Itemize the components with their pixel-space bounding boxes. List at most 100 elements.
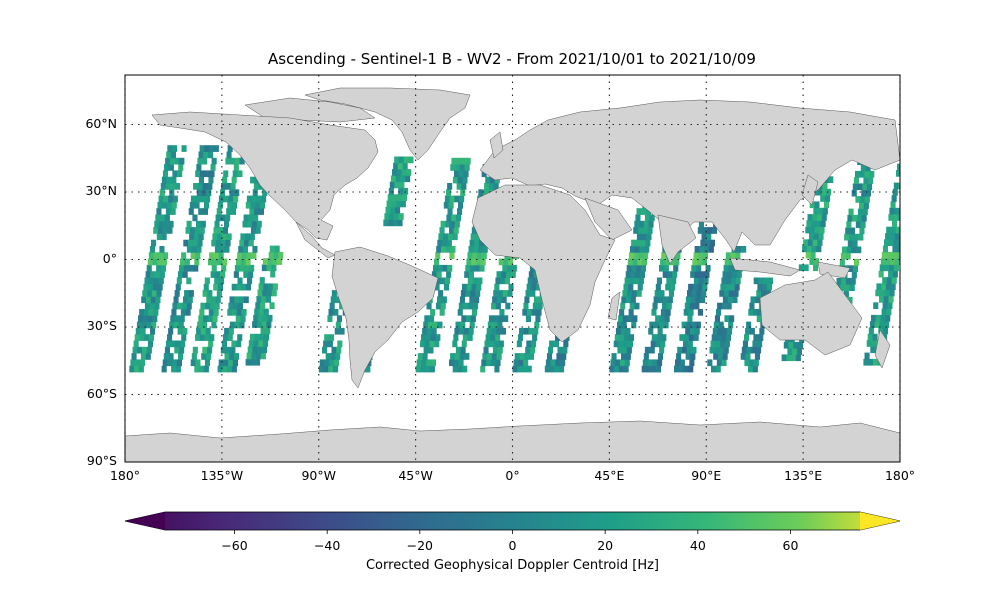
data-cell: [688, 334, 694, 341]
data-cell: [498, 340, 504, 348]
data-cell: [484, 183, 490, 190]
data-cell: [638, 227, 644, 234]
data-cell: [627, 258, 633, 266]
data-cell: [523, 302, 529, 310]
data-cell: [148, 252, 154, 259]
data-cell: [749, 327, 755, 335]
data-cell: [507, 264, 513, 272]
data-cell: [912, 157, 917, 164]
data-cell: [437, 296, 443, 304]
data-cell: [756, 346, 762, 354]
data-cell: [329, 359, 335, 367]
data-cell: [229, 189, 235, 196]
data-cell: [533, 327, 539, 335]
data-cell: [391, 200, 397, 208]
data-cell: [846, 221, 852, 228]
data-cell: [758, 334, 764, 341]
data-cell: [163, 195, 169, 203]
data-cell: [447, 183, 453, 190]
data-cell: [867, 183, 873, 191]
data-cell: [719, 290, 725, 297]
latitude-label: 60°S: [86, 385, 117, 401]
data-cell: [234, 321, 240, 329]
data-cell: [893, 239, 899, 246]
data-cell: [486, 327, 492, 335]
data-cell: [810, 251, 816, 259]
data-cell: [665, 283, 671, 291]
data-cell: [401, 169, 407, 176]
data-cell: [648, 327, 654, 335]
data-cell: [195, 252, 201, 259]
data-cell: [707, 227, 713, 234]
data-cell: [745, 327, 751, 335]
data-cell: [491, 353, 497, 360]
data-cell: [198, 208, 204, 215]
data-cell: [443, 233, 449, 241]
data-cell: [724, 290, 730, 297]
data-cell: [812, 214, 818, 221]
data-cell: [893, 264, 899, 272]
data-cell: [537, 302, 543, 310]
data-cell: [428, 346, 434, 354]
data-cell: [851, 246, 857, 254]
data-cell: [748, 309, 754, 316]
colorbar-tick-label: 40: [689, 538, 706, 553]
data-cell: [822, 207, 828, 215]
data-cell: [699, 271, 705, 278]
data-cell: [156, 208, 162, 215]
data-cell: [236, 258, 242, 266]
data-cell: [215, 296, 221, 304]
data-cell: [469, 321, 475, 329]
data-cell: [630, 271, 636, 278]
longitude-label: 0°: [505, 468, 520, 483]
data-cell: [510, 271, 516, 278]
data-cell: [485, 176, 491, 184]
data-cell: [634, 302, 640, 310]
data-cell: [892, 188, 898, 196]
data-cell: [396, 200, 402, 208]
data-cell: [815, 220, 821, 227]
data-cell: [438, 233, 444, 241]
data-cell: [199, 334, 205, 341]
data-cell: [496, 327, 502, 335]
data-cell: [181, 334, 187, 341]
data-cell: [554, 365, 560, 373]
data-cell: [633, 227, 639, 234]
data-cell: [561, 353, 567, 360]
data-cell: [249, 233, 255, 241]
data-cell: [630, 246, 636, 253]
data-cell: [864, 352, 870, 360]
data-cell: [897, 214, 900, 221]
data-cell: [272, 258, 278, 265]
data-cell: [454, 195, 460, 203]
data-cell: [485, 334, 491, 341]
data-cell: [647, 359, 653, 367]
data-cell: [527, 277, 533, 285]
data-cell: [168, 195, 174, 203]
data-cell: [493, 315, 499, 322]
data-cell: [188, 208, 194, 215]
data-cell: [172, 195, 178, 203]
data-cell: [722, 327, 728, 335]
data-cell: [232, 359, 238, 367]
data-cell: [204, 145, 210, 152]
data-cell: [152, 315, 158, 322]
data-cell: [656, 277, 662, 285]
data-cell: [639, 246, 645, 253]
data-cell: [453, 359, 459, 367]
data-cell: [450, 246, 456, 253]
data-cell: [268, 283, 274, 291]
data-cell: [625, 271, 631, 278]
colorbar-tick-label: 0: [508, 538, 517, 553]
data-cell: [903, 183, 908, 190]
data-cell: [712, 227, 718, 234]
data-cell: [199, 365, 205, 373]
data-cell: [197, 183, 203, 190]
data-cell: [862, 183, 868, 191]
data-cell: [701, 233, 707, 241]
data-cell: [435, 277, 441, 285]
data-cell: [859, 202, 865, 209]
data-cell: [178, 321, 184, 329]
longitude-label: 180°: [109, 468, 141, 483]
data-cell: [198, 315, 204, 322]
